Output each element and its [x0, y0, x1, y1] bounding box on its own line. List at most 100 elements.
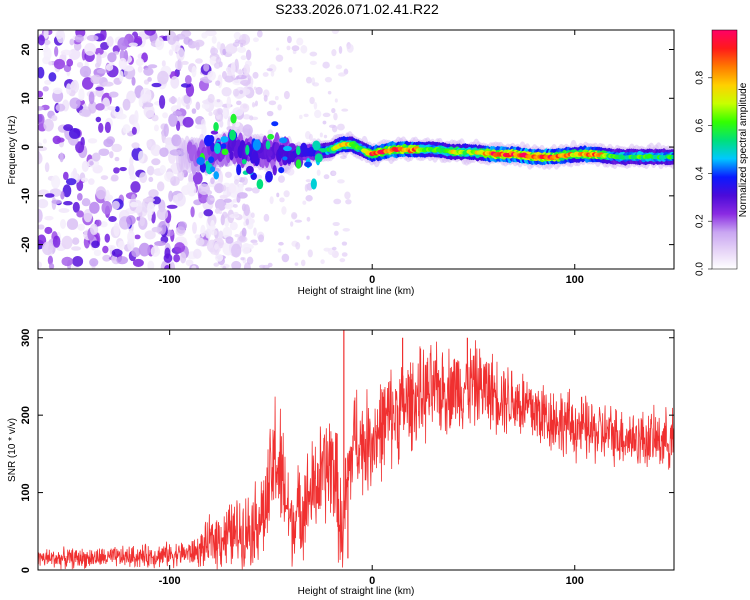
- spectrogram-noise-blob: [213, 100, 224, 108]
- spectrogram-noise-blob: [152, 196, 161, 205]
- spectrogram-noise-blob: [112, 45, 120, 54]
- spectrogram-noise-blob: [162, 112, 168, 119]
- spectrogram-noise-blob: [213, 262, 220, 267]
- spectrogram-noise-blob: [74, 34, 84, 43]
- spectrogram-noise-blob: [227, 118, 231, 128]
- spectrogram-noise-blob: [102, 245, 109, 254]
- colorbar-tick-label: 0.4: [695, 166, 706, 180]
- spectrogram-noise-blob: [156, 208, 169, 221]
- spectrogram-noise-blob: [148, 189, 159, 198]
- spectrogram-noise-blob: [174, 60, 183, 71]
- spectrogram-noise-blob: [128, 163, 135, 178]
- spectrogram-noise-blob: [38, 261, 43, 269]
- spectrogram-noise-blob: [324, 76, 333, 83]
- spectrogram-blob: [290, 152, 296, 163]
- spectrogram-noise-blob: [188, 173, 194, 185]
- spectrogram-noise-blob: [198, 211, 204, 219]
- spectrogram-noise-blob: [229, 221, 238, 231]
- spectrogram-noise-blob: [242, 104, 248, 109]
- spectrogram-noise-blob: [134, 110, 139, 124]
- spectrogram-noise-blob: [144, 230, 156, 240]
- spectrogram-noise-blob: [203, 63, 210, 72]
- spectrogram-noise-blob: [266, 110, 274, 117]
- spectrogram-noise-blob: [281, 253, 290, 263]
- spectrogram-noise-blob: [214, 183, 224, 194]
- spectrogram-noise-blob: [94, 62, 100, 68]
- snr-panel: -100 0 100 0 100 200 300 Height of straight l…: [7, 329, 675, 597]
- spectrogram-noise-blob: [107, 106, 116, 111]
- spectrogram-noise-blob: [263, 94, 268, 102]
- spectrogram-noise-blob: [89, 223, 99, 235]
- spectrogram-noise-blob: [78, 88, 85, 101]
- spectrogram-noise-blob: [77, 223, 85, 231]
- spectrogram-noise-blob: [237, 39, 247, 45]
- spectrogram-noise-blob: [151, 82, 162, 88]
- spectrogram-noise-blob: [114, 156, 120, 162]
- spectrogram-noise-blob: [61, 256, 73, 267]
- spectrogram-noise-blob: [242, 114, 251, 120]
- spectrogram-noise-blob: [185, 259, 194, 267]
- spectrogram-noise-blob: [38, 208, 43, 223]
- spectrogram-noise-blob: [231, 243, 242, 258]
- spectrogram-noise-blob: [219, 115, 224, 122]
- snr-y-ticks: 0 100 200 300: [20, 329, 674, 573]
- spectrogram-noise-blob: [100, 42, 110, 51]
- spectrogram-noise-blob: [157, 70, 169, 85]
- spectrogram-noise-blob: [147, 201, 155, 216]
- spectrogram-noise-blob: [334, 230, 339, 236]
- spectrogram-noise-blob: [210, 47, 219, 56]
- spectrogram-noise-blob: [51, 115, 58, 122]
- spectrogram-noise-blob: [42, 47, 49, 53]
- spectrogram-noise-blob: [90, 74, 102, 85]
- spectrogram-noise-blob: [283, 190, 290, 198]
- spectrogram-blob: [213, 171, 219, 180]
- spectrogram-noise-blob: [252, 242, 259, 246]
- spectrogram-noise-blob: [147, 64, 158, 69]
- spectrogram-noise-blob: [118, 70, 124, 82]
- spectrogram-noise-blob: [290, 221, 294, 227]
- spectrogram-noise-blob: [207, 93, 215, 103]
- spectrogram-noise-blob: [89, 161, 94, 166]
- spectrogram-noise-blob: [333, 198, 342, 205]
- spectrogram-noise-blob: [276, 192, 280, 198]
- spectrogram-blob: [312, 140, 321, 151]
- spectrogram-blob: [300, 142, 308, 154]
- spectrogram-noise-blob: [44, 215, 54, 221]
- spectrogram-noise-blob: [185, 104, 190, 110]
- spectrogram-noise-blob: [126, 215, 136, 225]
- spectrogram-noise-blob: [95, 219, 102, 227]
- spectrogram-noise-blob: [207, 70, 216, 81]
- spectrogram-noise-blob: [331, 30, 340, 35]
- spectrogram-noise-blob: [336, 123, 345, 131]
- spectrogram-noise-blob: [306, 216, 311, 222]
- spectrogram-noise-blob: [168, 49, 174, 56]
- spectrogram-noise-blob: [109, 151, 114, 159]
- spectrogram-noise-blob: [221, 87, 232, 97]
- spectrogram-noise-blob: [236, 192, 248, 199]
- spectrogram-noise-blob: [255, 86, 263, 95]
- spectrogram-noise-blob: [72, 167, 78, 178]
- spectrogram-noise-blob: [299, 114, 303, 120]
- spectrogram-noise-blob: [314, 109, 322, 119]
- spectrogram-noise-blob: [241, 176, 248, 186]
- spectrogram-y-tick-label: 10: [20, 92, 32, 104]
- spectrogram-noise-blob: [176, 33, 186, 40]
- spectrogram-noise-blob: [108, 215, 117, 222]
- spectrogram-noise-blob: [252, 37, 259, 43]
- spectrogram-noise-blob: [284, 92, 289, 99]
- spectrogram-noise-blob: [228, 183, 237, 194]
- spectrogram-noise-blob: [252, 187, 260, 194]
- spectrogram-noise-blob: [88, 178, 95, 185]
- spectrogram-noise-blob: [177, 170, 185, 181]
- spectrogram-noise-blob: [316, 169, 321, 176]
- spectrogram-blob: [229, 129, 237, 141]
- spectrogram-noise-blob: [219, 119, 224, 128]
- spectrogram-blob: [304, 161, 313, 168]
- spectrogram-noise-blob: [100, 175, 109, 180]
- snr-y-tick-label: 100: [20, 483, 32, 501]
- spectrogram-noise-blob: [94, 47, 104, 56]
- spectrogram-noise-blob: [158, 95, 166, 109]
- spectrogram-noise-blob: [286, 168, 295, 176]
- spectrogram-noise-blob: [163, 253, 173, 263]
- spectrogram-noise-blob: [224, 203, 233, 210]
